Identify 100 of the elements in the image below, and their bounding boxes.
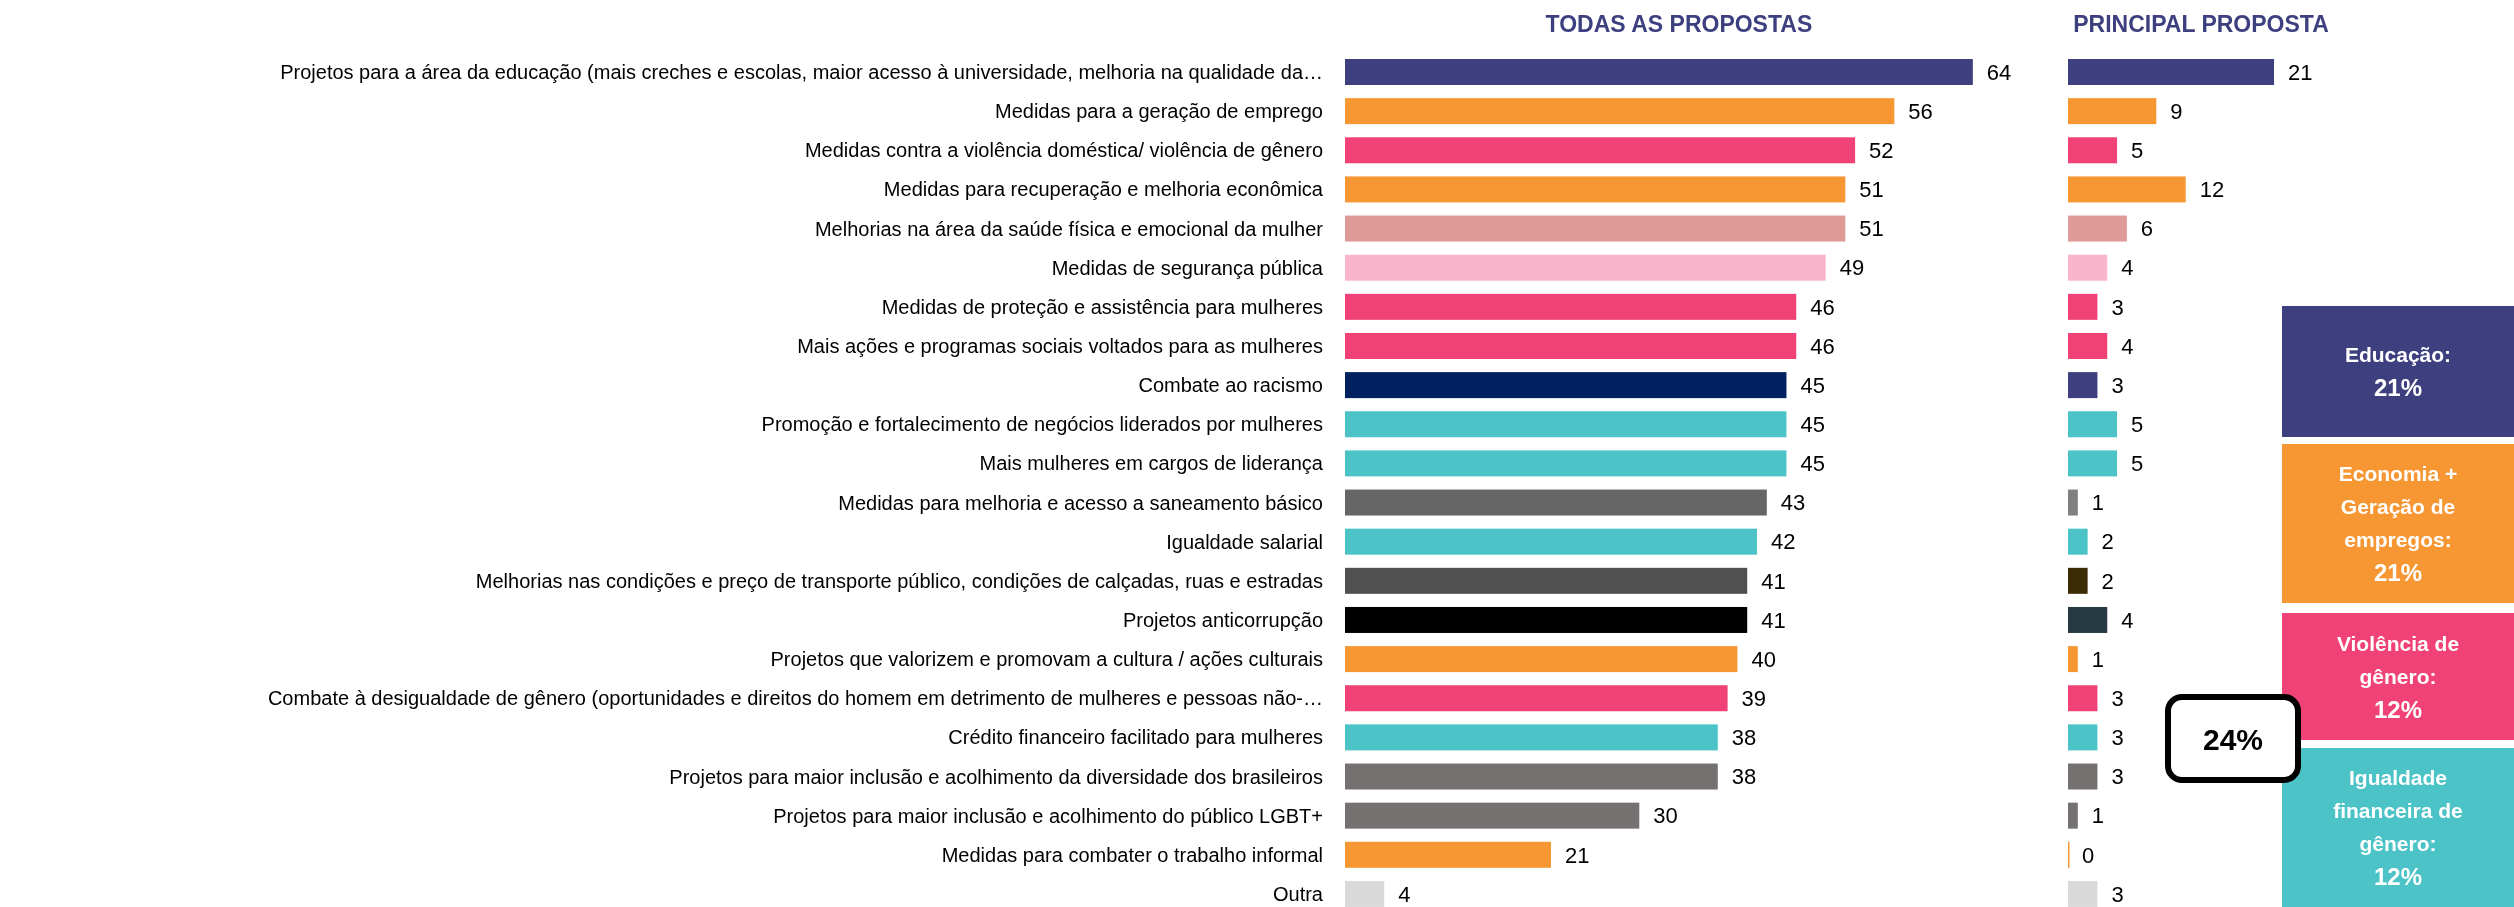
data-label: 3: [2111, 764, 2124, 790]
bar: [2068, 567, 2088, 594]
bar: [2068, 293, 2098, 320]
data-label: 56: [1908, 98, 1933, 124]
data-label: 21: [2288, 59, 2313, 85]
data-label: 45: [1800, 451, 1825, 477]
data-label: 46: [1810, 294, 1835, 320]
data-label: 38: [1731, 725, 1757, 751]
text: Violência de gênero: 12%: [2336, 631, 2460, 723]
data-label: 51: [1859, 177, 1884, 203]
bar: [2068, 606, 2108, 633]
bar: [1345, 137, 1856, 164]
data-label: 3: [2111, 372, 2124, 398]
data-label: 3: [2111, 725, 2124, 751]
bar: [1345, 215, 1846, 242]
y-tick-label: Crédito financeiro facilitado para mulheres: [948, 726, 1323, 749]
data-label: 9: [2170, 98, 2183, 124]
y-tick-label: Projetos anticorrupção: [1122, 608, 1323, 631]
y-tick-label: Medidas para combater o trabalho informal: [941, 843, 1323, 866]
data-label: 0: [2082, 842, 2095, 868]
y-tick-label: Mais ações e programas sociais voltados para as mulheres: [797, 334, 1323, 357]
y-tick-label: Projetos para a área da educação (mais creches e escolas, maior acesso à universidade, melhoria na qualidade da…: [280, 61, 1323, 83]
bar: [1345, 254, 1826, 281]
text: Educação: 21%: [2344, 343, 2452, 402]
bar: [2068, 450, 2118, 477]
text: Igualdade financeira de gênero: 12%: [2333, 766, 2463, 891]
y-tick-label: Combate à desigualdade de gênero (oportunidades e direitos do homem em detrimento de mulheres e pessoas não-…: [267, 687, 1323, 710]
data-label: 3: [2111, 881, 2124, 907]
text: Economia + Geração de empregos: 21%: [2338, 462, 2458, 587]
bar: [2068, 215, 2127, 242]
data-label: 1: [2091, 646, 2105, 672]
y-tick-label: Outra: [1272, 882, 1324, 905]
data-label: 5: [2131, 137, 2144, 163]
bar: [2068, 137, 2118, 164]
data-label: 5: [2131, 451, 2144, 477]
data-label: 4: [2121, 333, 2134, 359]
bar: [2068, 98, 2157, 125]
data-label: 38: [1731, 764, 1757, 790]
bar: [1345, 763, 1718, 790]
bar: [1345, 450, 1787, 477]
bar: [1345, 567, 1748, 594]
data-label: 4: [2121, 255, 2134, 281]
y-tick-label: Medidas de proteção e assistência para mulheres: [881, 295, 1323, 318]
bar: [1345, 528, 1758, 555]
bar: [1345, 606, 1748, 633]
y-tick-label: Promoção e fortalecimento de negócios liderados por mulheres: [761, 413, 1323, 436]
y-tick-label: Medidas para recuperação e melhoria econômica: [883, 178, 1324, 201]
y-tick-label: Projetos para maior inclusão e acolhimento do público LGBT+: [773, 804, 1323, 827]
data-label: 41: [1761, 568, 1786, 594]
chart-title: TODAS AS PROPOSTAS: [1545, 11, 1813, 37]
y-tick-label: Medidas de segurança pública: [1051, 256, 1324, 279]
bar: [2068, 880, 2098, 907]
bar: [1345, 176, 1846, 203]
data-label: 40: [1751, 646, 1776, 672]
data-label: 43: [1780, 490, 1806, 516]
bar: [1345, 724, 1718, 751]
data-label: 64: [1986, 59, 2012, 85]
data-label: 12: [2199, 177, 2225, 203]
chart-title: PRINCIPAL PROPOSTA: [2073, 11, 2329, 37]
y-tick-label: Medidas para melhoria e acesso a saneamento básico: [838, 491, 1323, 514]
bar: [2068, 372, 2098, 399]
data-label: 3: [2111, 294, 2124, 320]
bar: [1345, 372, 1787, 399]
bar: [1345, 646, 1738, 673]
annotation: 24%: [2202, 722, 2264, 756]
data-label: 41: [1761, 607, 1786, 633]
bar: [2068, 176, 2186, 203]
bar: [1345, 841, 1552, 868]
bar: [2068, 685, 2098, 712]
data-label: 51: [1859, 216, 1884, 242]
bar: [1345, 685, 1728, 712]
y-tick-label: Igualdade salarial: [1166, 530, 1323, 553]
bar: [2068, 646, 2078, 673]
data-label: 4: [1398, 881, 1411, 907]
data-label: 52: [1869, 137, 1894, 163]
data-label: 21: [1565, 842, 1590, 868]
bar: [2068, 763, 2098, 790]
bar: [1345, 411, 1787, 438]
y-tick-label: Medidas para a geração de emprego: [995, 100, 1323, 123]
bar: [2068, 332, 2108, 359]
bar: [1345, 802, 1640, 829]
data-label: 39: [1741, 685, 1767, 711]
bar: [1345, 880, 1385, 907]
y-tick-label: Combate ao racismo: [1138, 374, 1323, 397]
bar: [1345, 98, 1895, 125]
data-label: 1: [2091, 803, 2105, 829]
data-label: 1: [2091, 490, 2105, 516]
y-tick-label: Melhorias nas condições e preço de transporte público, condições de calçadas, ruas e estradas: [475, 569, 1323, 592]
bar: [2068, 724, 2098, 751]
y-tick-label: Medidas contra a violência doméstica/ violência de gênero: [804, 139, 1323, 162]
data-label: 2: [2101, 568, 2114, 594]
bar: [2068, 59, 2275, 85]
bar: [2068, 528, 2088, 555]
bar: [1345, 332, 1797, 359]
data-label: 30: [1653, 803, 1678, 829]
y-tick-label: Melhorias na área da saúde física e emocional da mulher: [814, 217, 1324, 240]
bar: [1345, 59, 1973, 85]
bar: [2068, 254, 2108, 281]
data-label: 5: [2131, 411, 2144, 437]
bar: [2068, 411, 2118, 438]
